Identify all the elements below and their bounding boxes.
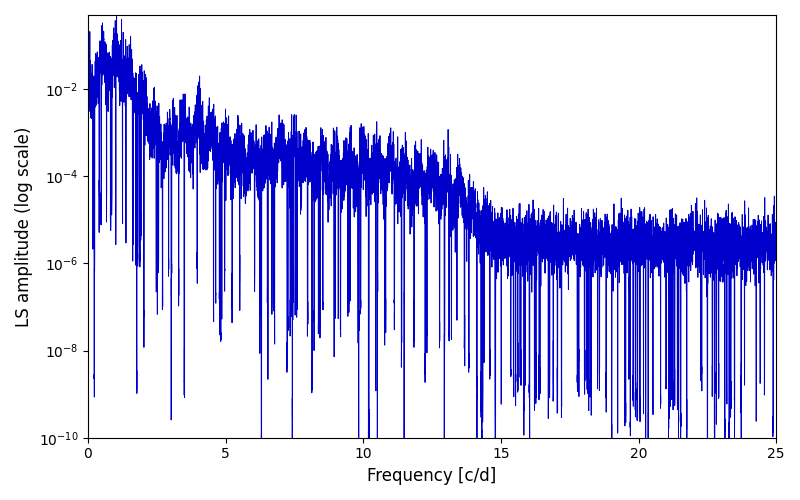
X-axis label: Frequency [c/d]: Frequency [c/d] bbox=[367, 467, 497, 485]
Y-axis label: LS amplitude (log scale): LS amplitude (log scale) bbox=[15, 126, 33, 326]
